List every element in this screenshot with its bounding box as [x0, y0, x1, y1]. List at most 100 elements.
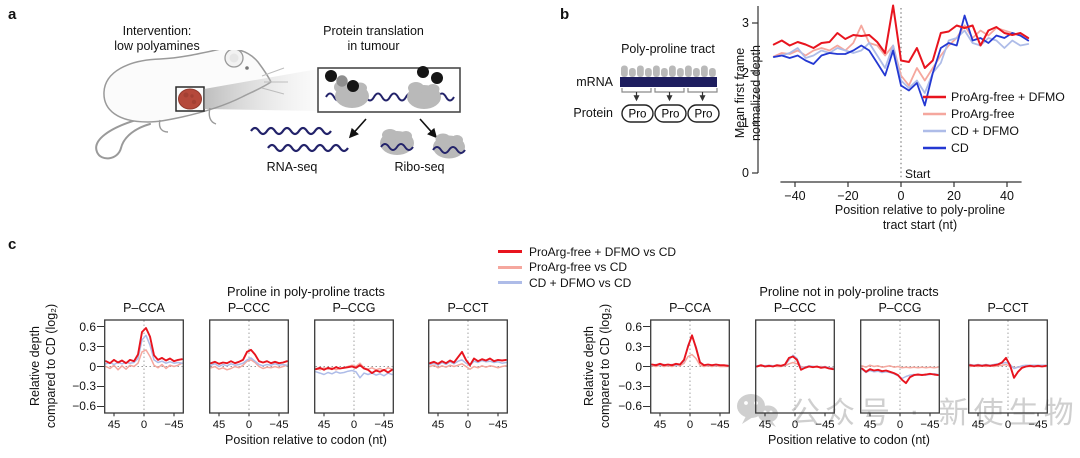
mouse-legs	[158, 107, 217, 133]
mouse-eye	[245, 66, 249, 70]
ribo-seq-label: Ribo-seq	[394, 160, 445, 174]
nascent-peptide-left	[325, 70, 359, 92]
y-tick-label: 0	[89, 359, 96, 374]
legend-item: ProArg-free vs CD	[498, 260, 676, 276]
panel-b-diagram: Pro Pro Pro	[620, 65, 720, 123]
subplot-title: P–CCT	[447, 301, 489, 315]
svg-text:0: 0	[742, 166, 749, 180]
subplot-plot: 45 0 −45	[428, 319, 508, 431]
svg-text:−45: −45	[710, 419, 729, 431]
y-tick-mark	[97, 385, 104, 388]
panel-c-label: c	[8, 236, 17, 253]
codon-arrows	[633, 92, 706, 102]
y-tick-label: 0.3	[625, 339, 642, 354]
y-tick-mark	[97, 365, 104, 368]
svg-text:20: 20	[947, 189, 961, 203]
pro-label-2: Pro	[662, 109, 680, 121]
y-tick-label: −0.6	[618, 399, 642, 414]
subplot-title: P–CCC	[773, 301, 817, 315]
intervention-caption: Intervention: low polyamines	[97, 24, 217, 54]
svg-text:45: 45	[213, 419, 226, 431]
svg-text:0: 0	[792, 419, 798, 431]
pro-label-1: Pro	[629, 109, 647, 121]
panel-b-label: b	[560, 6, 570, 23]
mrna-label: mRNA	[576, 75, 613, 89]
subplot-P–CCC: P–CCC 45 0 −45	[755, 301, 835, 432]
pro-label-3: Pro	[695, 109, 713, 121]
subplot-plot: 45 0 −45	[755, 319, 835, 431]
nascent-peptide-right	[417, 66, 443, 84]
mouse-tail	[95, 119, 151, 160]
arrow-to-rnaseq	[348, 118, 367, 139]
svg-text:0: 0	[351, 419, 357, 431]
y-tick-label: −0.6	[72, 399, 96, 414]
y-tick-label: 0	[635, 359, 642, 374]
svg-text:0: 0	[898, 189, 905, 203]
svg-text:−40: −40	[784, 189, 805, 203]
subplot-plot: 45 0 −45	[314, 319, 394, 431]
group-in-tracts-y-axis-label: Relative depth compared to CD (log₂)	[28, 303, 58, 429]
translation-box	[317, 66, 461, 113]
svg-text:40: 40	[1000, 189, 1014, 203]
rna-seq-label: RNA-seq	[266, 160, 318, 174]
rna-seq-waves	[250, 126, 349, 153]
zoom-beam	[204, 69, 318, 111]
arrow-to-riboseq	[419, 118, 438, 139]
group-not-in-tracts-title: Proline not in poly-proline tracts	[759, 284, 939, 299]
svg-text:1: 1	[742, 116, 749, 130]
y-tick-mark	[97, 405, 104, 408]
group-in-tracts-title: Proline in poly-proline tracts	[227, 284, 385, 299]
svg-text:−45: −45	[1028, 419, 1047, 431]
group-not-in-tracts-x-axis-label: Position relative to codon (nt)	[768, 433, 930, 447]
svg-text:0: 0	[465, 419, 471, 431]
translation-caption-line1: Protein translation	[323, 24, 424, 38]
svg-text:ProArg-free: ProArg-free	[951, 107, 1015, 121]
y-tick-mark	[643, 365, 650, 368]
svg-text:2: 2	[742, 66, 749, 80]
y-tick-mark	[97, 326, 104, 328]
svg-text:−45: −45	[815, 419, 834, 431]
svg-text:0: 0	[141, 419, 147, 431]
ribo-seq-blobs	[380, 129, 466, 159]
subplot-title: P–CCA	[123, 301, 165, 315]
subplot-title: P–CCG	[878, 301, 922, 315]
svg-text:0: 0	[897, 419, 903, 431]
svg-text:−20: −20	[837, 189, 858, 203]
y-tick-label: 0.6	[625, 319, 642, 334]
poly-proline-tract-label: Poly-proline tract	[621, 42, 715, 56]
svg-text:45: 45	[759, 419, 772, 431]
svg-text:−45: −45	[920, 419, 939, 431]
intervention-caption-line2: low polyamines	[114, 39, 200, 53]
mouse-illustration	[95, 50, 288, 160]
y-tick-mark	[643, 345, 650, 348]
subplot-title: P–CCG	[332, 301, 376, 315]
pro-ovals: Pro Pro Pro	[621, 104, 720, 123]
svg-text:45: 45	[972, 419, 985, 431]
subplot-plot: 45 0 −45	[968, 319, 1048, 431]
y-tick-mark	[97, 345, 104, 348]
svg-text:45: 45	[654, 419, 667, 431]
subplot-title: P–CCC	[227, 301, 271, 315]
tumor	[178, 88, 202, 110]
svg-text:45: 45	[108, 419, 121, 431]
svg-text:−45: −45	[164, 419, 183, 431]
svg-text:0: 0	[246, 419, 252, 431]
svg-text:0: 0	[687, 419, 693, 431]
group-in-tracts-x-axis-label: Position relative to codon (nt)	[225, 433, 387, 447]
mrna-bar	[620, 77, 717, 87]
subplot-title: P–CCT	[987, 301, 1029, 315]
y-tick-mark	[643, 385, 650, 388]
protein-label: Protein	[573, 106, 613, 120]
svg-text:−45: −45	[374, 419, 393, 431]
y-tick-mark	[643, 326, 650, 328]
legend-swatch-lightblue	[498, 281, 522, 285]
svg-text:−45: −45	[269, 419, 288, 431]
subplot-plot: 45 0 −45	[209, 319, 289, 431]
y-tick-label: 0.3	[79, 339, 96, 354]
ribosome-right	[407, 82, 441, 109]
svg-text:45: 45	[318, 419, 331, 431]
mouse-body	[103, 50, 272, 123]
svg-text:−45: −45	[488, 419, 507, 431]
panel-b-chart: 0 1 2 3 −40 −20 0 20 40 Start ProArg-free + DFMO Pr…	[742, 4, 1065, 203]
